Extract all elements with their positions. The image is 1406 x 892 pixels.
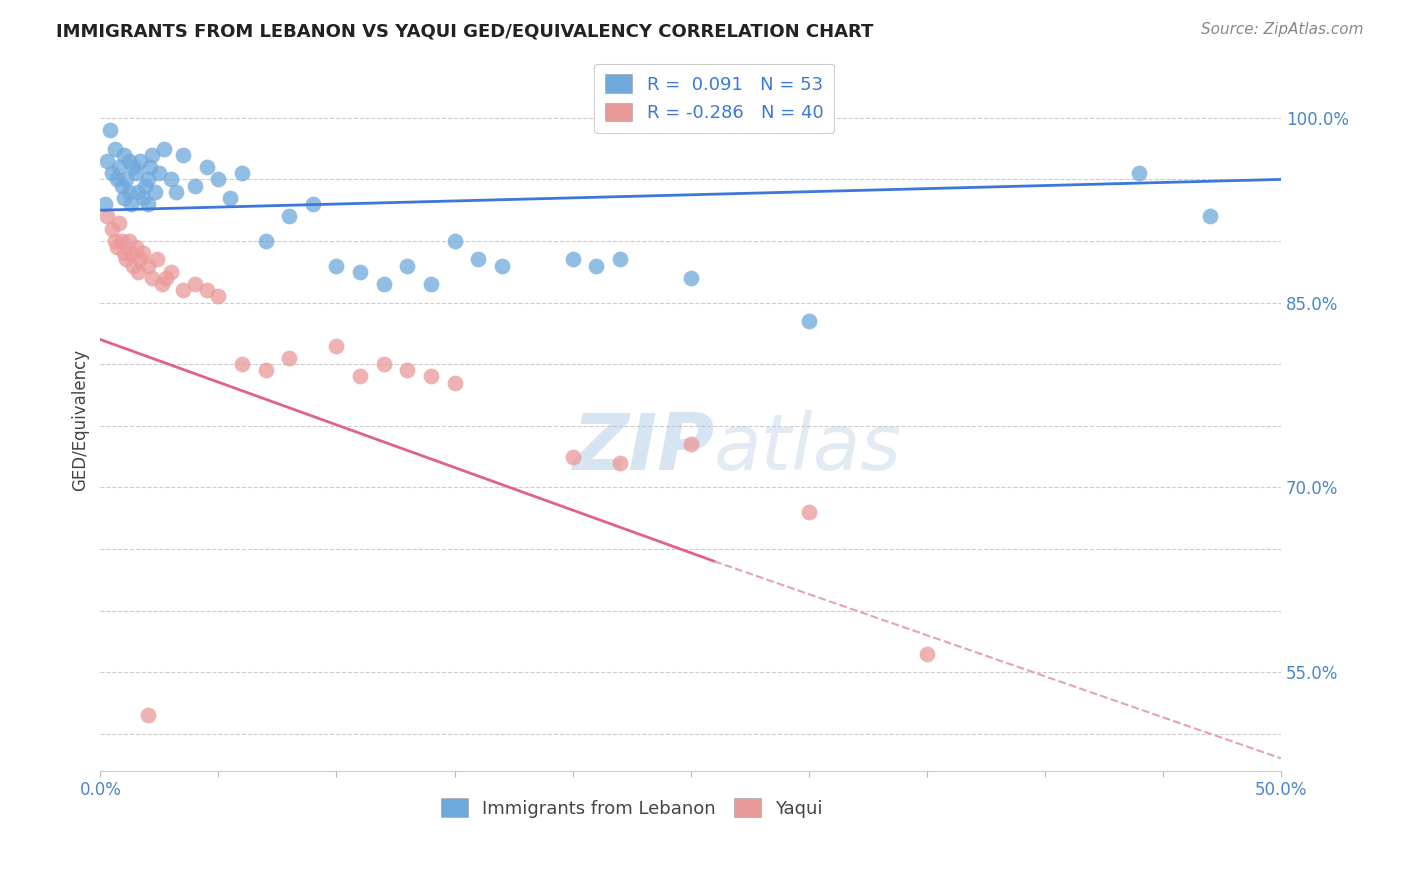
Point [797,314,820,328]
Point [195,283,218,297]
Point [134,178,156,193]
Point [129,252,152,267]
Point [110,178,132,193]
Point [125,166,148,180]
Point [172,283,194,297]
Point [110,234,132,248]
Point [325,259,347,273]
Point [443,376,465,390]
Point [195,160,218,174]
Point [165,185,187,199]
Point [101,221,124,235]
Point [254,234,277,248]
Point [115,172,138,186]
Point [172,147,194,161]
Point [150,277,173,291]
Text: Source: ZipAtlas.com: Source: ZipAtlas.com [1201,22,1364,37]
Point [278,210,301,224]
Point [136,708,159,723]
Point [1128,166,1150,180]
Point [103,142,125,156]
Point [101,166,124,180]
Point [561,252,583,267]
Point [108,160,131,174]
Point [349,369,371,384]
Point [373,277,395,291]
Point [132,246,155,260]
Point [419,277,441,291]
Point [127,185,149,199]
Point [129,153,152,168]
Point [139,160,162,174]
Point [122,259,145,273]
Point [207,289,229,303]
Point [94,197,117,211]
Point [443,234,465,248]
Point [419,369,441,384]
Point [155,271,177,285]
Point [148,166,170,180]
Point [325,339,347,353]
Point [143,185,166,199]
Point [349,265,371,279]
Y-axis label: GED/Equivalency: GED/Equivalency [72,349,89,491]
Point [103,234,125,248]
Point [112,147,135,161]
Point [609,252,631,267]
Point [146,252,169,267]
Point [302,197,325,211]
Point [96,210,118,224]
Point [219,191,242,205]
Point [118,234,141,248]
Point [679,271,702,285]
Point [797,505,820,519]
Point [231,357,253,371]
Point [609,456,631,470]
Point [141,271,163,285]
Point [491,259,513,273]
Text: ZIP: ZIP [572,409,714,485]
Point [105,240,128,254]
Point [278,351,301,365]
Point [396,363,419,377]
Point [561,450,583,464]
Point [136,172,159,186]
Point [120,197,142,211]
Point [231,166,253,180]
Point [136,259,159,273]
Point [915,647,938,661]
Point [105,172,128,186]
Point [467,252,489,267]
Point [132,191,155,205]
Point [396,259,419,273]
Legend: Immigrants from Lebanon, Yaqui: Immigrants from Lebanon, Yaqui [433,791,830,825]
Point [153,142,176,156]
Point [141,147,163,161]
Point [207,172,229,186]
Point [118,185,141,199]
Text: IMMIGRANTS FROM LEBANON VS YAQUI GED/EQUIVALENCY CORRELATION CHART: IMMIGRANTS FROM LEBANON VS YAQUI GED/EQU… [56,22,873,40]
Point [127,265,149,279]
Point [184,277,207,291]
Point [112,246,135,260]
Point [184,178,207,193]
Point [118,153,141,168]
Point [585,259,607,273]
Point [160,265,183,279]
Point [96,153,118,168]
Point [112,191,135,205]
Point [122,160,145,174]
Point [125,240,148,254]
Point [98,123,121,137]
Point [254,363,277,377]
Point [115,252,138,267]
Point [679,437,702,451]
Point [136,197,159,211]
Point [160,172,183,186]
Point [120,246,142,260]
Text: atlas: atlas [714,409,903,485]
Point [373,357,395,371]
Point [1199,210,1222,224]
Point [108,215,131,229]
